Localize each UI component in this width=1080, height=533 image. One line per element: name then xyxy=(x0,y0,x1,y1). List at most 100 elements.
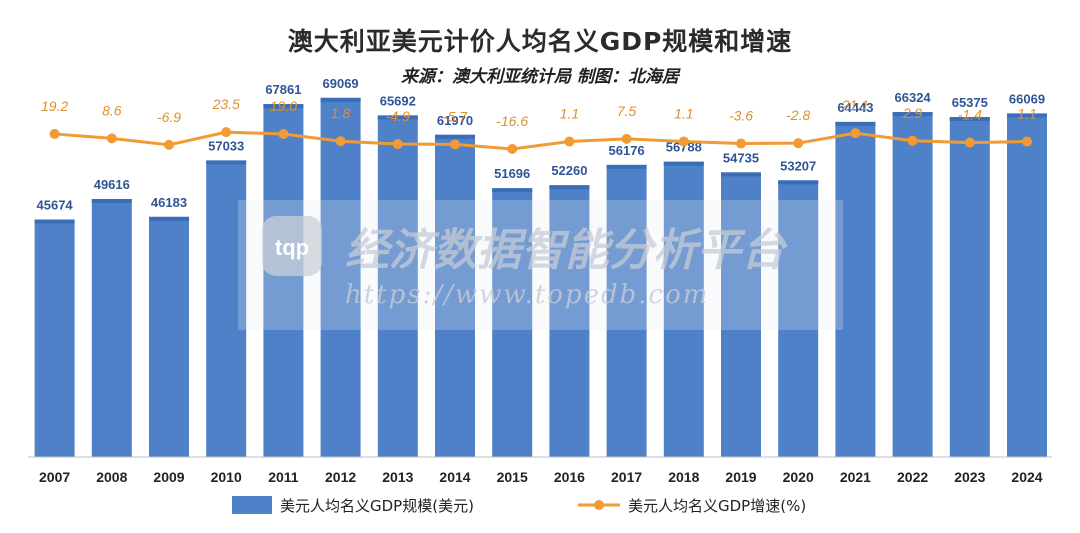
bar-labels: 45674 49616 46183 57033 67861 69069 65692 61970… xyxy=(37,76,1046,213)
bar-top-edge xyxy=(149,216,189,221)
growth-data-label: 23.5 xyxy=(212,96,240,112)
bar xyxy=(778,180,819,457)
growth-data-label: -5.7 xyxy=(443,108,468,124)
growth-point xyxy=(278,129,289,140)
bar-top-edge xyxy=(721,172,761,177)
x-tick-label: 2016 xyxy=(554,469,585,485)
x-tick-label: 2010 xyxy=(211,469,242,485)
growth-point xyxy=(392,139,403,150)
growth-data-label: 1.1 xyxy=(560,106,579,122)
bar-data-label: 52260 xyxy=(551,163,587,178)
legend-bar-swatch xyxy=(232,496,272,514)
bar xyxy=(949,117,990,458)
x-tick-label: 2008 xyxy=(96,469,127,485)
bar-top-edge xyxy=(435,134,475,139)
bar xyxy=(377,115,418,457)
line-series xyxy=(49,127,1032,154)
growth-data-label: -1.4 xyxy=(958,107,982,123)
growth-point xyxy=(850,128,861,139)
watermark-url: https://www.topedb.com xyxy=(345,280,709,310)
watermark-logo: tqp xyxy=(275,235,309,260)
bar-top-edge xyxy=(1007,113,1047,118)
growth-data-label: -4.9 xyxy=(386,108,410,124)
bar-top-edge xyxy=(606,164,647,169)
growth-point xyxy=(49,128,60,139)
growth-data-label: 1.1 xyxy=(674,106,693,122)
chart-subtitle: 来源：澳大利亚统计局 制图：北海居 xyxy=(401,67,679,87)
bar-top-edge xyxy=(377,115,418,120)
x-tick-label: 2015 xyxy=(497,469,528,485)
bar-data-label: 46183 xyxy=(151,195,187,210)
bar-data-label: 65375 xyxy=(952,95,988,110)
growth-data-label: 21.1 xyxy=(841,97,869,113)
bar xyxy=(663,161,704,457)
growth-point xyxy=(793,138,804,149)
x-tick-label: 2022 xyxy=(897,469,928,485)
x-tick-label: 2007 xyxy=(39,469,70,485)
bar-data-label: 45674 xyxy=(37,197,74,212)
chart-title: 澳大利亚美元计价人均名义GDP规模和增速 xyxy=(287,27,793,56)
growth-point xyxy=(621,133,632,144)
bar xyxy=(1007,113,1047,458)
bar-top-edge xyxy=(778,180,819,185)
bar-data-label: 56788 xyxy=(666,140,702,155)
growth-point xyxy=(1022,136,1032,147)
bar xyxy=(892,112,933,457)
bar-data-label: 66069 xyxy=(1009,91,1045,106)
x-tick-label: 2014 xyxy=(439,469,470,485)
bar-top-edge xyxy=(549,185,590,190)
x-tick-label: 2020 xyxy=(783,469,814,485)
line-labels: 19.2 8.6 -6.9 23.5 19.0 1.8 -4.9 -5.7 -16.6 1.1 7.… xyxy=(41,96,1037,129)
growth-data-label: 19.0 xyxy=(270,98,297,114)
growth-data-label: 1.8 xyxy=(331,105,351,121)
bar-data-label: 64443 xyxy=(837,100,873,115)
growth-data-label: -6.9 xyxy=(157,109,181,125)
legend: 美元人均名义GDP规模(美元) 美元人均名义GDP增速(%) xyxy=(232,496,806,515)
watermark-name: 经济数据智能分析平台 xyxy=(345,225,788,276)
bar xyxy=(435,134,475,458)
bar-top-edge xyxy=(320,97,361,102)
legend-line-label: 美元人均名义GDP增速(%) xyxy=(628,497,806,515)
bar-data-label: 54735 xyxy=(723,150,759,165)
growth-data-label: -2.8 xyxy=(786,107,810,123)
bar xyxy=(206,160,247,457)
growth-point xyxy=(221,127,232,138)
bar-top-edge xyxy=(91,198,132,203)
bar-top-edge xyxy=(206,160,247,165)
growth-point xyxy=(964,137,975,148)
x-tick-label: 2013 xyxy=(382,469,413,485)
growth-data-label: 19.2 xyxy=(41,98,68,114)
bar xyxy=(263,104,304,457)
bar-data-label: 67861 xyxy=(265,82,301,97)
x-tick-label: 2023 xyxy=(954,469,985,485)
x-tick-label: 2018 xyxy=(668,469,699,485)
growth-data-label: 2.9 xyxy=(902,105,923,121)
bar-data-label: 66324 xyxy=(895,90,932,105)
growth-point xyxy=(164,139,174,150)
growth-data-label: -3.6 xyxy=(729,108,753,124)
bar xyxy=(492,188,533,458)
x-tick-label: 2009 xyxy=(153,469,184,485)
bar-data-label: 56176 xyxy=(609,143,645,158)
watermark: tqp 经济数据智能分析平台 https://www.topedb.com xyxy=(238,200,843,330)
x-tick-label: 2019 xyxy=(725,469,756,485)
bar-data-label: 65692 xyxy=(380,93,416,108)
bar-top-edge xyxy=(949,117,990,122)
growth-point xyxy=(450,139,460,150)
growth-data-label: 8.6 xyxy=(102,102,122,118)
bar xyxy=(835,121,876,458)
growth-point xyxy=(678,136,689,147)
x-tick-labels: 2007 2008 2009 2010 2011 2012 2013 2014 2015 2016… xyxy=(39,469,1043,485)
bar xyxy=(149,216,189,457)
bar-data-label: 69069 xyxy=(323,76,359,91)
bar-data-label: 53207 xyxy=(780,158,816,173)
bar-top-edge xyxy=(34,219,75,224)
bar-top-edge xyxy=(492,188,533,193)
legend-line-marker xyxy=(594,500,604,510)
growth-data-label: -16.6 xyxy=(496,113,528,129)
bar-data-label: 61970 xyxy=(437,113,473,128)
growth-line xyxy=(54,130,1028,151)
x-tick-label: 2017 xyxy=(611,469,642,485)
